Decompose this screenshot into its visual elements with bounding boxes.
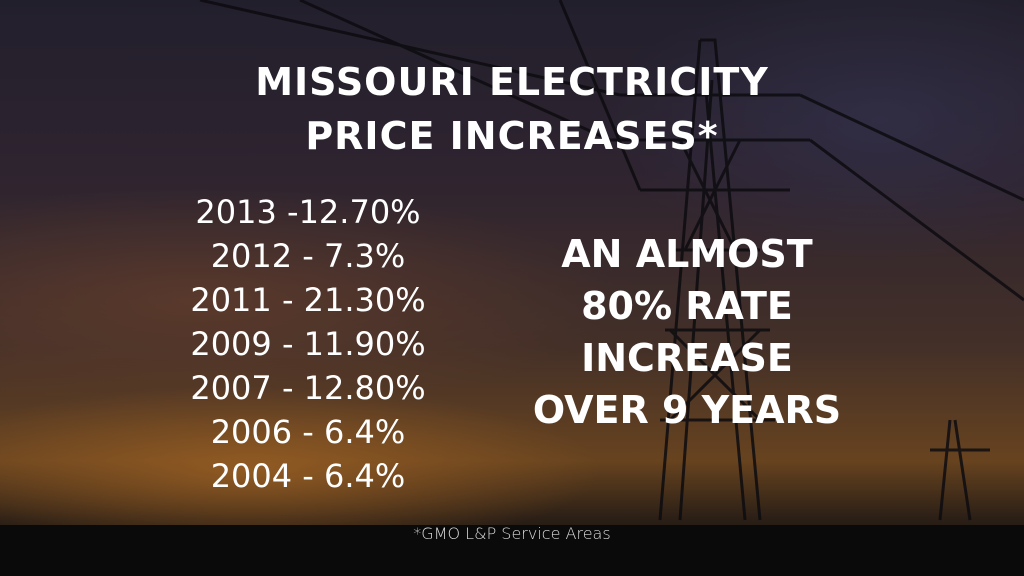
callout-line: OVER 9 YEARS bbox=[532, 388, 842, 432]
list-item: 2006 - 6.4% bbox=[210, 413, 406, 451]
callout-line: INCREASE bbox=[581, 336, 793, 380]
callout-line: AN ALMOST bbox=[561, 232, 813, 276]
increase-list: 2013 -12.70% 2012 - 7.3% 2011 - 21.30% 2… bbox=[158, 190, 458, 498]
footnote: *GMO L&P Service Areas bbox=[413, 524, 611, 543]
list-item: 2004 - 6.4% bbox=[210, 457, 406, 495]
title-line: PRICE INCREASES* bbox=[305, 114, 719, 158]
list-item: 2013 -12.70% bbox=[195, 193, 421, 231]
callout: AN ALMOST 80% RATE INCREASE OVER 9 YEARS bbox=[487, 228, 887, 436]
callout-line: 80% RATE bbox=[581, 284, 793, 328]
page-title: MISSOURI ELECTRICITY PRICE INCREASES* bbox=[0, 55, 1024, 163]
list-item: 2012 - 7.3% bbox=[210, 237, 406, 275]
list-item: 2009 - 11.90% bbox=[190, 325, 426, 363]
list-item: 2007 - 12.80% bbox=[190, 369, 426, 407]
list-item: 2011 - 21.30% bbox=[190, 281, 426, 319]
title-line: MISSOURI ELECTRICITY bbox=[255, 60, 769, 104]
